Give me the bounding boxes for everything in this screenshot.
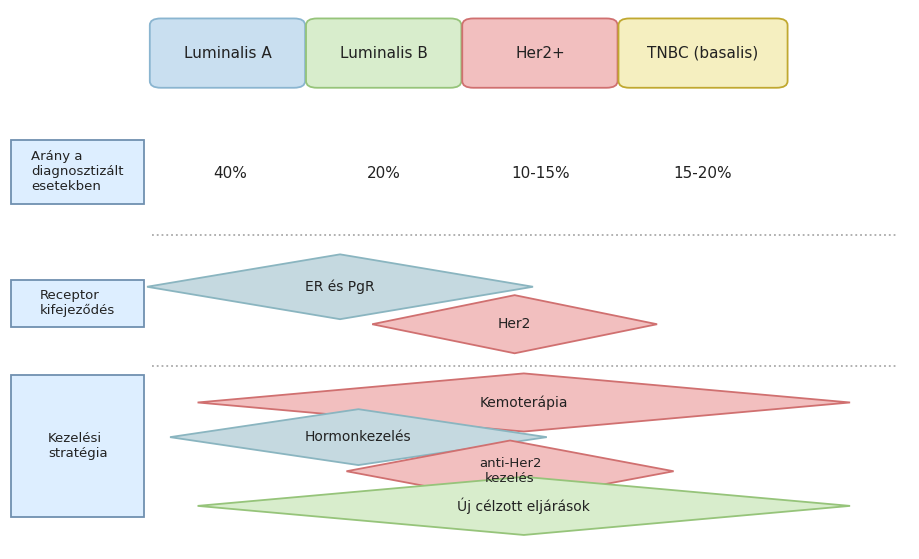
Text: Arány a
diagnosztizált
esetekben: Arány a diagnosztizált esetekben	[31, 150, 124, 193]
Text: 15-20%: 15-20%	[674, 166, 732, 181]
Text: 10-15%: 10-15%	[511, 166, 570, 181]
Text: Luminalis A: Luminalis A	[184, 46, 271, 60]
Text: Kemoterápia: Kemoterápia	[480, 395, 568, 410]
FancyBboxPatch shape	[11, 375, 144, 517]
Polygon shape	[170, 409, 547, 465]
FancyBboxPatch shape	[150, 18, 305, 88]
Text: ER és PgR: ER és PgR	[305, 280, 375, 294]
Text: Her2: Her2	[498, 317, 531, 331]
FancyBboxPatch shape	[306, 18, 461, 88]
Text: Kezelési
stratégia: Kezelési stratégia	[48, 432, 108, 460]
FancyBboxPatch shape	[11, 280, 144, 327]
Polygon shape	[198, 477, 850, 535]
Text: Luminalis B: Luminalis B	[340, 46, 427, 60]
Text: Receptor
kifejeződés: Receptor kifejeződés	[40, 289, 115, 318]
Text: Új célzott eljárások: Új célzott eljárások	[458, 498, 590, 514]
Text: TNBC (basalis): TNBC (basalis)	[647, 46, 759, 60]
Polygon shape	[346, 440, 674, 502]
FancyBboxPatch shape	[618, 18, 788, 88]
Text: Hormonkezelés: Hormonkezelés	[305, 430, 412, 444]
Text: 20%: 20%	[368, 166, 401, 181]
FancyBboxPatch shape	[462, 18, 618, 88]
Text: Her2+: Her2+	[515, 46, 565, 60]
Polygon shape	[372, 295, 657, 353]
Polygon shape	[198, 373, 850, 432]
Text: 40%: 40%	[213, 166, 246, 181]
Polygon shape	[147, 254, 533, 319]
FancyBboxPatch shape	[11, 140, 144, 204]
Text: anti-Her2
kezelés: anti-Her2 kezelés	[479, 457, 541, 485]
